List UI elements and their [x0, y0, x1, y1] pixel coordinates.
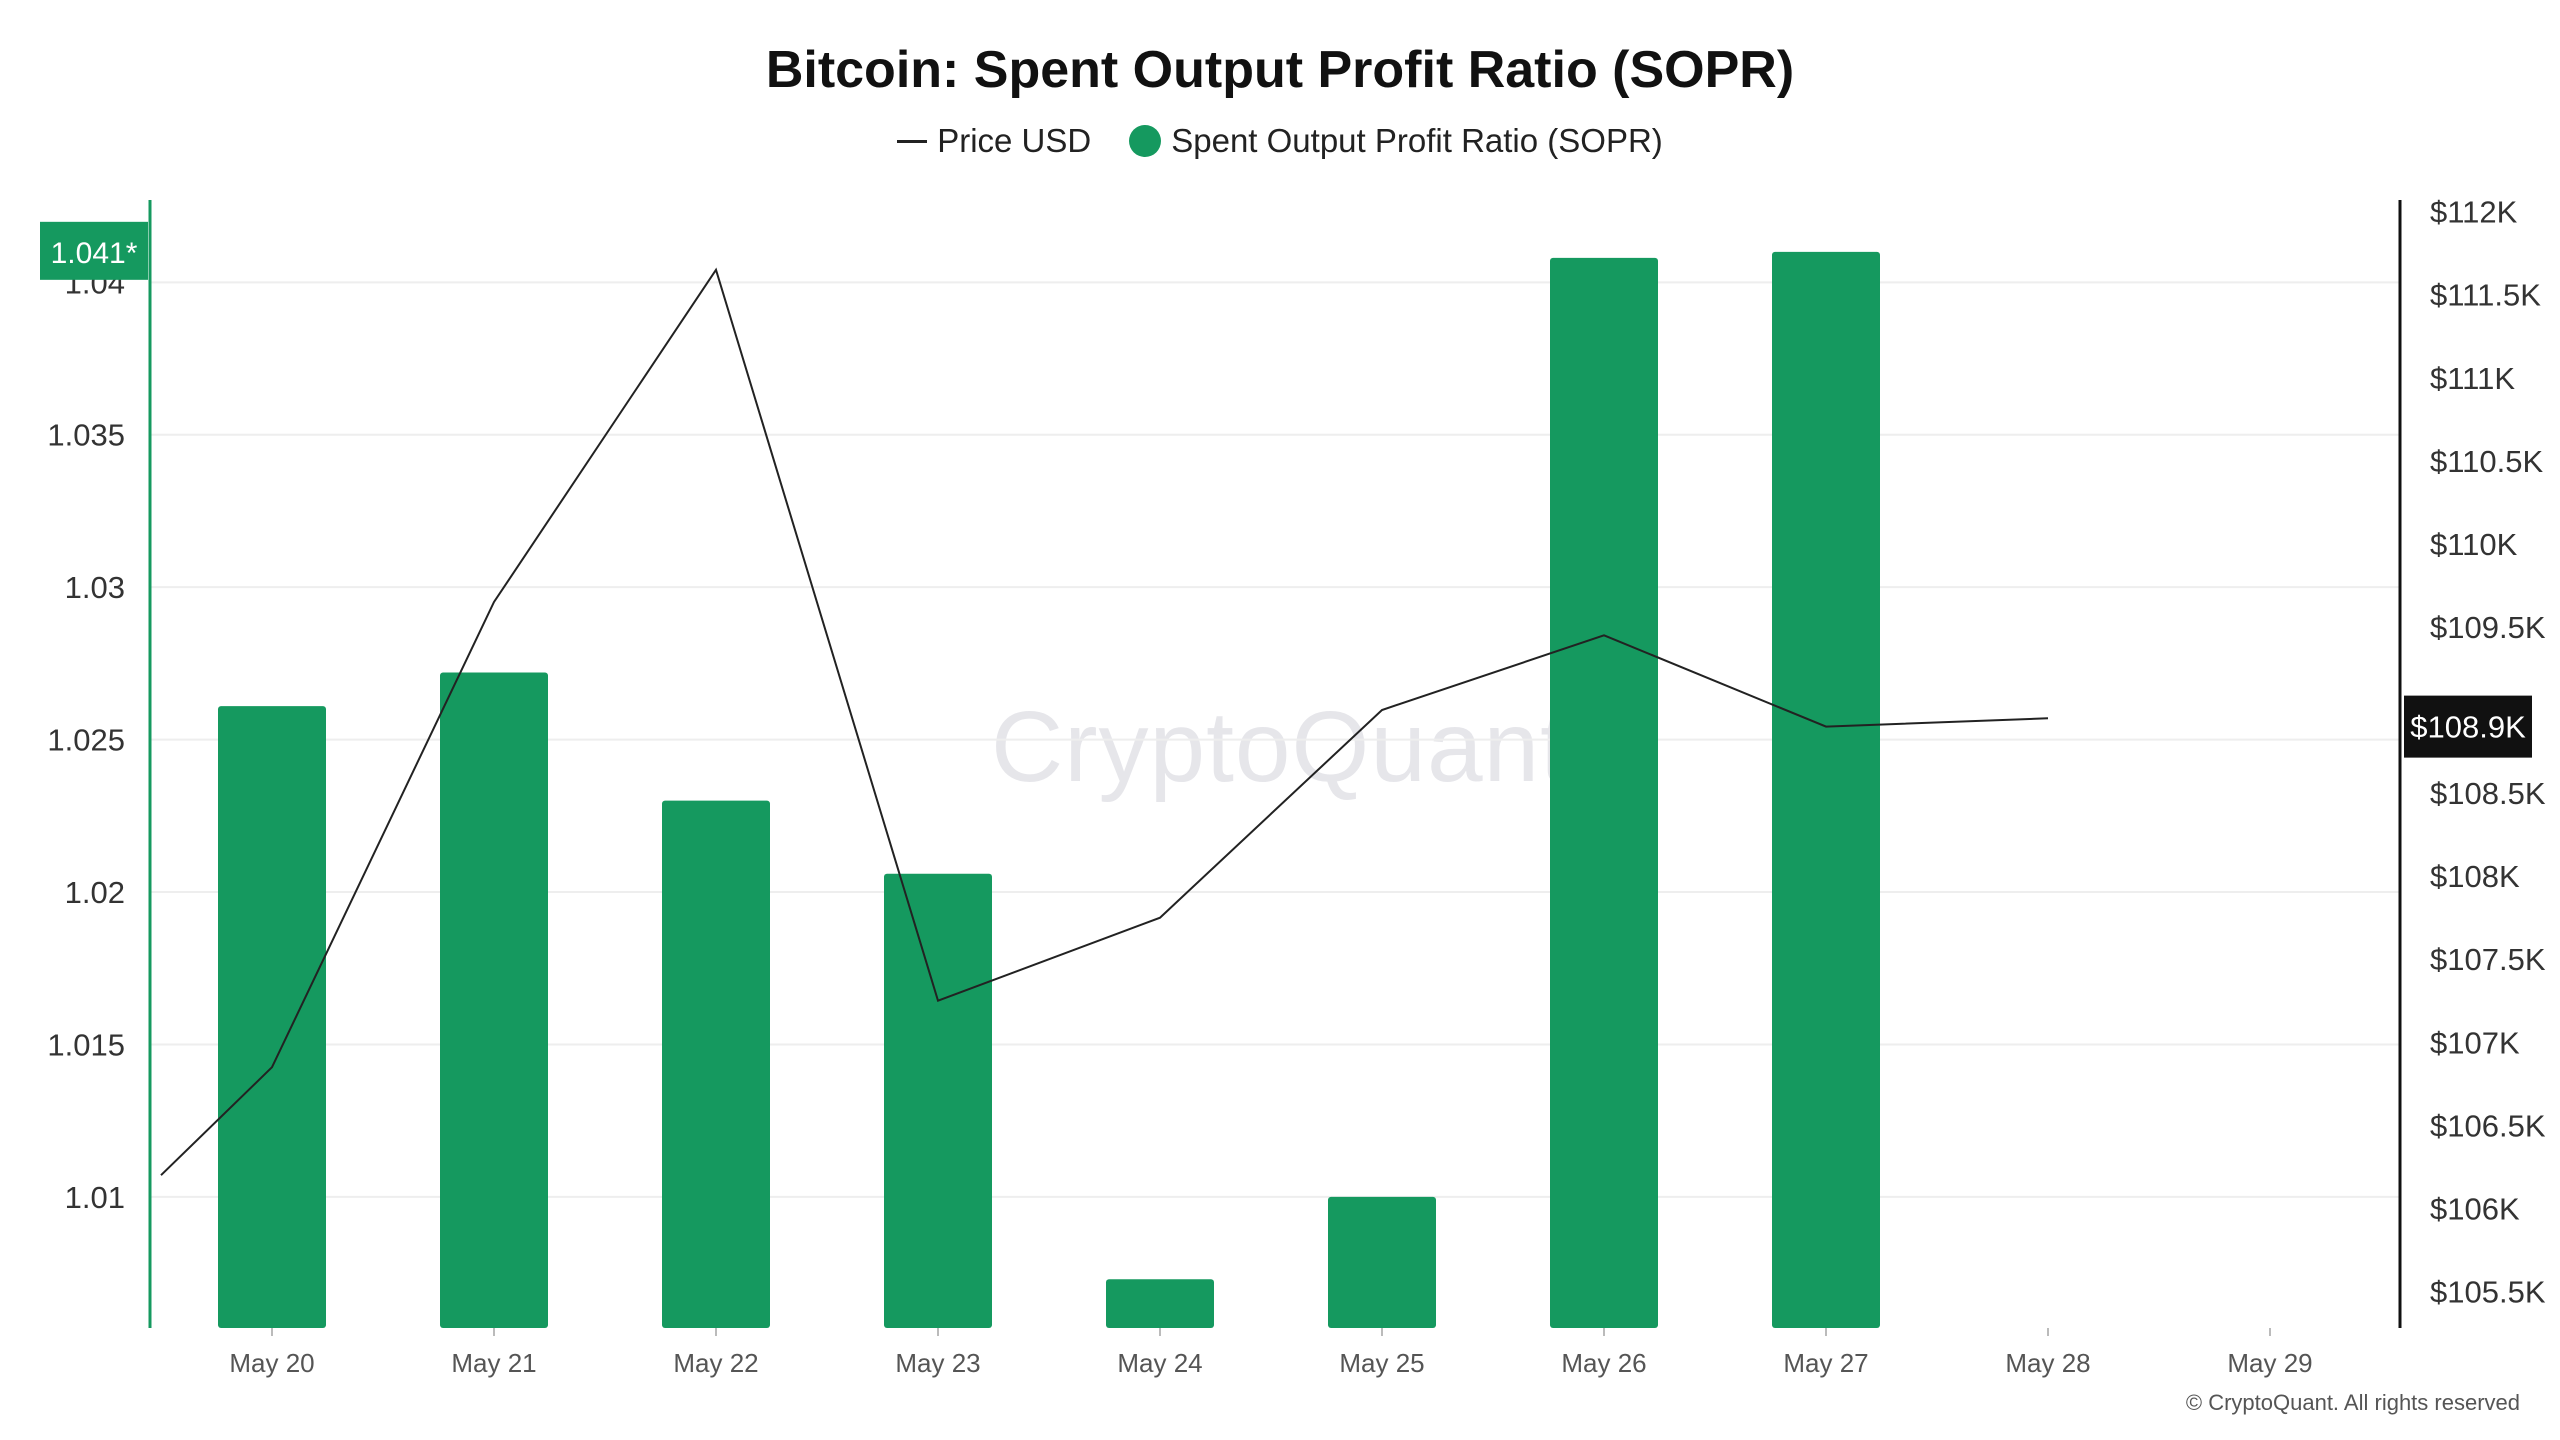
right-tick-label: $109.5K	[2430, 610, 2546, 645]
x-tick-label: May 25	[1339, 1348, 1424, 1378]
chart-title: Bitcoin: Spent Output Profit Ratio (SOPR…	[765, 41, 1795, 99]
x-tick-label: May 29	[2227, 1348, 2312, 1378]
sopr-bar[interactable]	[1328, 1196, 1436, 1328]
legend-label-price: Price USD	[937, 122, 1092, 159]
right-tick-label: $108K	[2430, 859, 2520, 894]
sopr-bar[interactable]	[662, 800, 770, 1328]
legend-line-swatch	[897, 139, 928, 143]
right-value-badge-label: $108.9K	[2410, 710, 2526, 745]
right-tick-label: $106.5K	[2430, 1108, 2546, 1143]
sopr-bar[interactable]	[218, 706, 326, 1328]
legend-item-sopr[interactable]: Spent Output Profit Ratio (SOPR)	[1129, 122, 1663, 160]
sopr-bar[interactable]	[884, 873, 992, 1328]
sopr-bar[interactable]	[1772, 251, 1880, 1328]
x-tick-label: May 26	[1561, 1348, 1646, 1378]
x-tick-label: May 23	[895, 1348, 980, 1378]
right-tick-label: $107.5K	[2430, 942, 2546, 977]
left-value-badge	[40, 221, 148, 280]
right-tick-label: $110.5K	[2430, 444, 2544, 479]
right-tick-label: $112K	[2430, 195, 2518, 230]
x-tick-label: May 21	[451, 1348, 536, 1378]
left-tick-label: 1.035	[47, 418, 125, 453]
right-tick-label: $106K	[2430, 1191, 2520, 1226]
legend-item-price[interactable]: Price USD	[897, 122, 1091, 160]
right-tick-label: $105.5K	[2430, 1274, 2546, 1309]
left-tick-label: 1.02	[65, 875, 125, 910]
sopr-bar[interactable]	[1550, 257, 1658, 1328]
right-tick-label: $110K	[2430, 527, 2518, 562]
x-tick-label: May 27	[1783, 1348, 1868, 1378]
watermark: CryptoQuant	[991, 691, 1569, 803]
price-line[interactable]	[160, 267, 2049, 1176]
x-tick-label: May 20	[229, 1348, 314, 1378]
sopr-bar[interactable]	[1106, 1279, 1214, 1328]
left-value-badge-label: 1.041*	[51, 237, 138, 270]
sopr-bar[interactable]	[440, 672, 548, 1328]
left-tick-label: 1.015	[47, 1027, 125, 1062]
right-tick-label: $107K	[2430, 1025, 2520, 1060]
right-tick-label: $111.5K	[2430, 278, 2541, 313]
copyright-footer: © CryptoQuant. All rights reserved	[2185, 1390, 2520, 1415]
right-tick-label: $111K	[2430, 361, 2515, 396]
x-tick-label: May 28	[2005, 1348, 2090, 1378]
legend-dot-swatch	[1129, 125, 1162, 157]
legend: Price USD Spent Output Profit Ratio (SOP…	[0, 122, 2560, 160]
left-tick-label: 1.025	[47, 723, 125, 758]
x-tick-label: May 24	[1117, 1348, 1202, 1378]
left-tick-label: 1.03	[65, 570, 125, 605]
legend-label-sopr: Spent Output Profit Ratio (SOPR)	[1171, 122, 1663, 159]
right-value-badge	[2404, 695, 2532, 758]
x-tick-label: May 22	[673, 1348, 758, 1378]
right-tick-label: $108.5K	[2430, 776, 2546, 811]
left-tick-label: 1.01	[65, 1180, 125, 1215]
